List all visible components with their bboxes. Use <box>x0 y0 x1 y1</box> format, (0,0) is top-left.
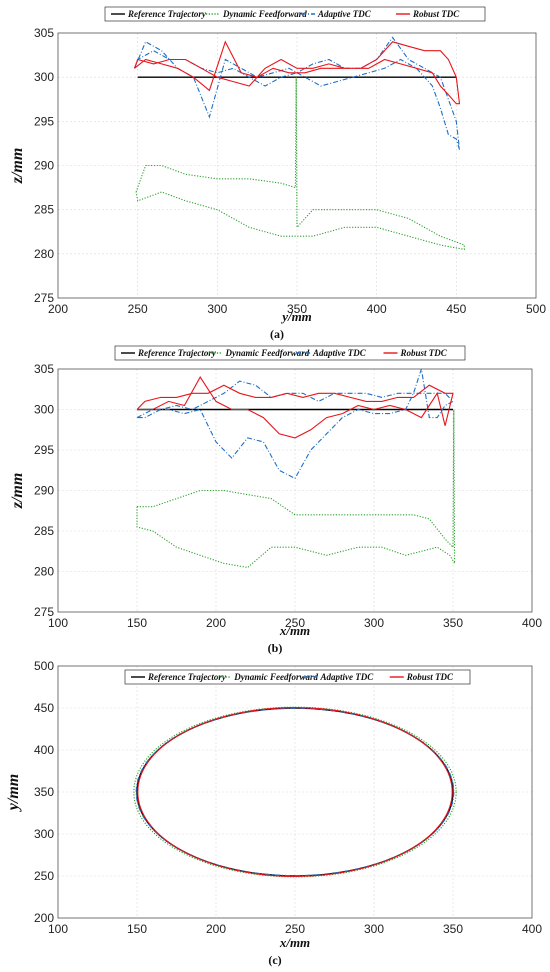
x-tick-label: 250 <box>128 302 148 316</box>
x-tick-label: 350 <box>443 922 463 936</box>
axes-frame <box>57 665 533 919</box>
legend-box <box>114 345 466 361</box>
series-line-dynamic-feedforward <box>135 77 465 251</box>
series-group <box>133 706 457 878</box>
y-tick-label: 500 <box>34 659 54 673</box>
y-tick-label: 450 <box>34 701 54 715</box>
y-tick-label: 350 <box>34 785 54 799</box>
x-tick-label: 400 <box>522 616 542 630</box>
x-tick-label: 450 <box>446 302 466 316</box>
y-tick-label: 300 <box>34 827 54 841</box>
series-group <box>136 369 456 569</box>
x-axis-label: x/mm <box>279 935 310 950</box>
legend-label: Dynamic Feedforward <box>222 9 307 19</box>
panel-caption: (a) <box>270 327 284 341</box>
legend-label: Adaptive TDC <box>312 348 367 358</box>
legend: Reference Trajectory Dynamic Feedforward A… <box>104 6 486 22</box>
x-tick-label: 300 <box>364 616 384 630</box>
legend: Reference Trajectory Dynamic Feedforward A… <box>124 669 471 685</box>
x-tick-label: 250 <box>285 616 305 630</box>
legend-box <box>124 669 471 685</box>
legend-label: Dynamic Feedforward <box>233 672 318 682</box>
legend-label: Reference Trajectory <box>127 9 207 19</box>
y-axis-label: y/mm <box>5 774 22 812</box>
axes-frame <box>57 32 537 299</box>
y-tick-label: 285 <box>34 203 54 217</box>
series-line-adaptive-tdc <box>135 707 455 877</box>
legend-label: Reference Trajectory <box>147 672 227 682</box>
x-tick-label: 400 <box>522 922 542 936</box>
y-tick-label: 275 <box>34 291 54 305</box>
series-line-robust-tdc <box>137 707 453 877</box>
legend-label: Robust TDC <box>406 672 454 682</box>
x-tick-label: 100 <box>48 922 68 936</box>
y-tick-label: 400 <box>34 743 54 757</box>
series-line-robust-tdc <box>133 40 461 105</box>
y-axis-label: z/mm <box>9 473 26 510</box>
chart-panel-3: 100 150 200 250 300 350 400 200 250 300 350 400 450 5… <box>5 659 542 967</box>
x-tick-label: 200 <box>206 922 226 936</box>
x-tick-label: 300 <box>207 302 227 316</box>
chart-panel-2: 100 150 200 250 300 350 400 275 280 285 290 295 300 3… <box>9 345 542 655</box>
x-axis-label: y/mm <box>280 309 312 324</box>
series-line-dynamic-feedforward <box>133 706 457 878</box>
y-tick-label: 300 <box>34 403 54 417</box>
legend-label: Dynamic Feedforward <box>225 348 310 358</box>
y-tick-label: 295 <box>34 114 54 128</box>
y-tick-label: 250 <box>34 869 54 883</box>
x-axis-label: x/mm <box>279 623 310 638</box>
y-tick-label: 305 <box>34 26 54 40</box>
legend: Reference Trajectory Dynamic Feedforward A… <box>114 345 466 361</box>
y-tick-label: 275 <box>34 605 54 619</box>
y-tick-label: 280 <box>34 247 54 261</box>
y-tick-label: 285 <box>34 524 54 538</box>
panel-caption: (b) <box>268 641 283 655</box>
y-tick-label: 300 <box>34 70 54 84</box>
y-tick-label: 200 <box>34 911 54 925</box>
x-tick-label: 100 <box>48 616 68 630</box>
legend-label: Robust TDC <box>400 348 448 358</box>
y-tick-label: 305 <box>34 362 54 376</box>
legend-label: Reference Trajectory <box>137 348 217 358</box>
legend-label: Robust TDC <box>412 9 460 19</box>
legend-box <box>104 6 486 22</box>
x-tick-label: 500 <box>526 302 546 316</box>
x-tick-label: 200 <box>48 302 68 316</box>
chart-panel-1: 200 250 300 350 400 450 500 275 280 285 290 295 300 3… <box>9 6 546 341</box>
y-tick-label: 290 <box>34 484 54 498</box>
axes-frame <box>57 368 533 613</box>
legend-label: Adaptive TDC <box>320 672 375 682</box>
legend-label: Adaptive TDC <box>317 9 372 19</box>
x-tick-label: 200 <box>206 616 226 630</box>
x-tick-label: 350 <box>443 616 463 630</box>
x-tick-label: 300 <box>364 922 384 936</box>
panel-caption: (c) <box>268 953 281 967</box>
series-group <box>133 36 465 251</box>
y-axis-label: z/mm <box>9 148 26 185</box>
y-tick-label: 290 <box>34 159 54 173</box>
x-tick-label: 250 <box>285 922 305 936</box>
x-tick-label: 150 <box>127 616 147 630</box>
y-tick-label: 280 <box>34 565 54 579</box>
x-tick-label: 150 <box>127 922 147 936</box>
series-line-robust-tdc <box>136 376 454 439</box>
x-tick-label: 350 <box>287 302 307 316</box>
x-tick-label: 400 <box>367 302 387 316</box>
y-tick-label: 295 <box>34 443 54 457</box>
